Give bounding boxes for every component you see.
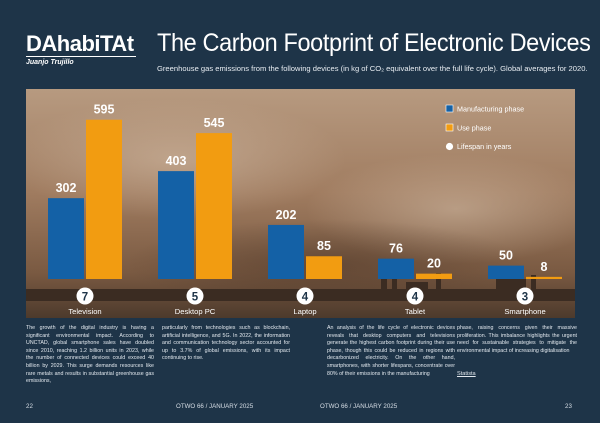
- legend-label-lifespan: Lifespan in years: [457, 142, 512, 151]
- category-label: Laptop: [293, 307, 316, 316]
- chart-container: 302 595 403 545 202 85 76 20 50 8 7 Television 5 Des…: [26, 89, 575, 318]
- page-subtitle: Greenhouse gas emissions from the follow…: [157, 64, 588, 73]
- legend-label-use: Use phase: [457, 124, 491, 133]
- manufacturing-value-label: 202: [276, 208, 297, 222]
- source-link[interactable]: Statista: [457, 371, 476, 377]
- category-label: Smartphone: [504, 307, 545, 316]
- use-value-label: 8: [541, 260, 548, 274]
- use-bar: [416, 273, 452, 279]
- lifespan-value: 4: [412, 292, 419, 304]
- legend-swatch-manufacturing: [445, 104, 454, 113]
- legend-swatch-use: [445, 123, 454, 132]
- legend-swatch-lifespan: [445, 142, 454, 151]
- lifespan-value: 7: [82, 292, 88, 304]
- article-column-2: particularly from technologies such as b…: [162, 325, 290, 362]
- category-label: Desktop PC: [175, 307, 216, 316]
- lifespan-badge: [516, 287, 534, 305]
- manufacturing-value-label: 403: [166, 154, 187, 168]
- page-number-left: 22: [26, 403, 33, 410]
- chart-legend: Manufacturing phase Use phase Lifespan i…: [445, 104, 524, 151]
- logo-underline: [26, 56, 136, 57]
- lifespan-badge: [186, 287, 204, 305]
- category-labels-group: 7 Television 5 Desktop PC 4 Laptop 4 Tablet 3 Sma…: [68, 287, 546, 316]
- manufacturing-value-label: 76: [389, 242, 403, 256]
- manufacturing-value-label: 302: [56, 181, 77, 195]
- manufacturing-bar: [378, 258, 414, 279]
- author-name: Juanjo Trujillo: [26, 59, 74, 66]
- use-bar: [196, 133, 232, 279]
- manufacturing-bar: [268, 224, 304, 279]
- use-bar: [526, 276, 562, 279]
- emissions-bar-chart: 302 595 403 545 202 85 76 20 50 8 7 Television 5 Des…: [26, 89, 575, 318]
- lifespan-value: 5: [192, 292, 199, 304]
- article-column-3: An analysis of the life cycle of electro…: [327, 325, 455, 377]
- manufacturing-bar: [48, 198, 84, 279]
- bars-group: 302 595 403 545 202 85 76 20 50 8: [48, 103, 562, 279]
- page-title: The Carbon Footprint of Electronic Devic…: [157, 29, 591, 57]
- use-bar: [86, 119, 122, 279]
- manufacturing-bar: [488, 265, 524, 279]
- footer-magazine-left: OTWO 66 / JANUARY 2025: [176, 403, 254, 410]
- legend-label-manufacturing: Manufacturing phase: [457, 105, 524, 114]
- use-value-label: 85: [317, 239, 331, 253]
- manufacturing-value-label: 50: [499, 249, 513, 263]
- use-value-label: 545: [204, 116, 225, 130]
- article-column-1: The growth of the digital industry is ha…: [26, 325, 154, 385]
- article-column-4: phase, raising concerns given their mass…: [457, 325, 577, 354]
- lifespan-badge: [76, 287, 94, 305]
- lifespan-badge: [406, 287, 424, 305]
- footer-magazine-right: OTWO 66 / JANUARY 2025: [320, 403, 398, 410]
- use-value-label: 20: [427, 257, 441, 271]
- lifespan-value: 4: [302, 292, 309, 304]
- brand-logo: DAhabiTAt: [26, 31, 134, 56]
- lifespan-value: 3: [522, 292, 528, 304]
- manufacturing-bar: [158, 171, 194, 279]
- page-number-right: 23: [565, 403, 572, 410]
- use-bar: [306, 256, 342, 279]
- use-value-label: 595: [94, 103, 115, 117]
- lifespan-badge: [296, 287, 314, 305]
- category-label: Television: [68, 307, 101, 316]
- category-label: Tablet: [405, 307, 426, 316]
